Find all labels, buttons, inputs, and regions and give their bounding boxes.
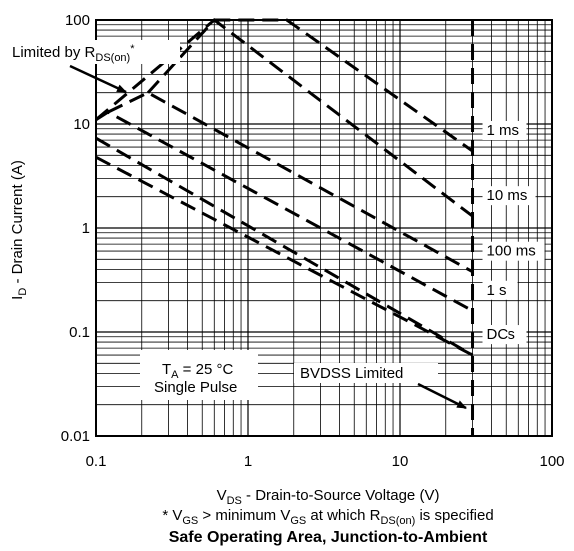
rdson-label: Limited by RDS(on)* <box>12 43 135 64</box>
x-axis-label: VDS - Drain-to-Source Voltage (V) <box>217 487 440 507</box>
bvdss-label: BVDSS Limited <box>300 365 403 382</box>
y-axis-label: ID - Drain Current (A) <box>9 160 29 300</box>
x-tick-label: 10 <box>392 453 409 470</box>
rdson-arrow <box>69 64 127 94</box>
series-label-1-ms: 1 ms <box>487 122 520 139</box>
rdson-annotation: Limited by RDS(on)* <box>8 40 180 94</box>
series-line-rdson <box>95 18 216 121</box>
y-tick-labels: 0.01 0.1 1 10 100 <box>61 12 90 445</box>
y-tick-label: 1 <box>82 220 90 237</box>
single-pulse-label: Single Pulse <box>154 379 237 396</box>
series-line-DC <box>95 155 474 357</box>
conditions-annotation: TA = 25 °C Single Pulse <box>140 350 258 400</box>
x-tick-labels: 0.1 1 10 100 <box>86 453 565 470</box>
x-tick-label: 100 <box>539 453 564 470</box>
series-label-1-s: 1 s <box>487 282 507 299</box>
chart-title: Safe Operating Area, Junction-to-Ambient <box>169 529 488 546</box>
series-line-10-s <box>95 136 474 357</box>
series-line-100-ms <box>107 91 474 274</box>
y-tick-label: 0.1 <box>69 324 90 341</box>
series-label-bg <box>482 325 509 345</box>
series-label-100-ms: 100 ms <box>487 243 536 260</box>
y-tick-label: 10 <box>73 116 90 133</box>
plot-frame <box>95 19 553 437</box>
series-label-bg <box>482 280 518 300</box>
series-label-10-ms: 10 ms <box>487 187 528 204</box>
series-label-bg <box>482 241 545 261</box>
series-label-bg <box>482 186 536 206</box>
series-line-1-ms <box>214 18 474 153</box>
x-tick-label: 0.1 <box>86 453 107 470</box>
footnote: * VGS > minimum VGS at which RDS(on) is … <box>162 507 493 527</box>
bvdss-annotation: BVDSS Limited <box>294 363 467 410</box>
series-label-bg <box>482 121 527 141</box>
series-line-1-s <box>95 110 474 313</box>
bvdss-arrow <box>417 382 467 410</box>
ta-label: TA = 25 °C <box>162 361 233 381</box>
y-tick-label: 0.01 <box>61 428 90 445</box>
y-tick-label: 100 <box>65 12 90 29</box>
series-label-DC: DC <box>487 326 509 343</box>
x-tick-label: 1 <box>244 453 252 470</box>
